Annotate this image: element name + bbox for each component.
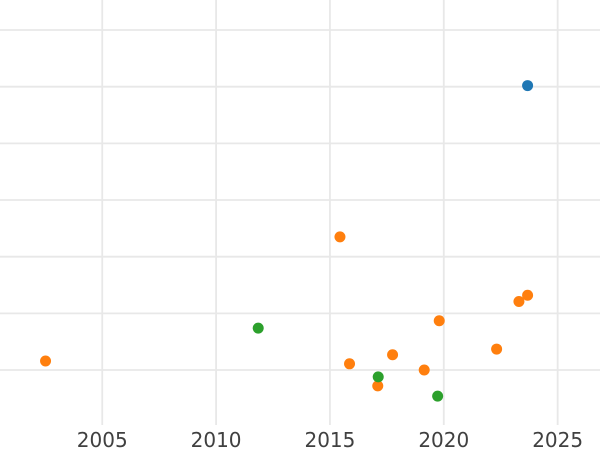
data-point-orange-series [387,349,399,361]
gridlines-group [0,0,600,425]
data-point-green-series [432,390,444,402]
data-point-orange-series [491,343,503,355]
x-tick-label: 2010 [191,428,242,450]
data-point-orange-series [418,364,430,376]
data-point-orange-series [513,295,525,307]
data-point-orange-series [372,380,384,392]
x-tick-label: 2020 [418,428,469,450]
data-points-group [40,80,534,402]
x-tick-label: 2015 [304,428,355,450]
data-point-orange-series [522,289,534,301]
data-point-orange-series [433,315,445,327]
x-tick-labels-group: 2005 2010 2015 2020 2025 [77,428,583,450]
data-point-orange-series [40,355,52,367]
data-point-orange-series [334,231,346,243]
data-point-green-series [372,371,384,383]
data-point-orange-series [344,358,356,370]
data-point-green-series [252,322,264,334]
x-tick-label: 2005 [77,428,128,450]
x-tick-label: 2025 [532,428,583,450]
data-point-blue-series [522,80,534,92]
